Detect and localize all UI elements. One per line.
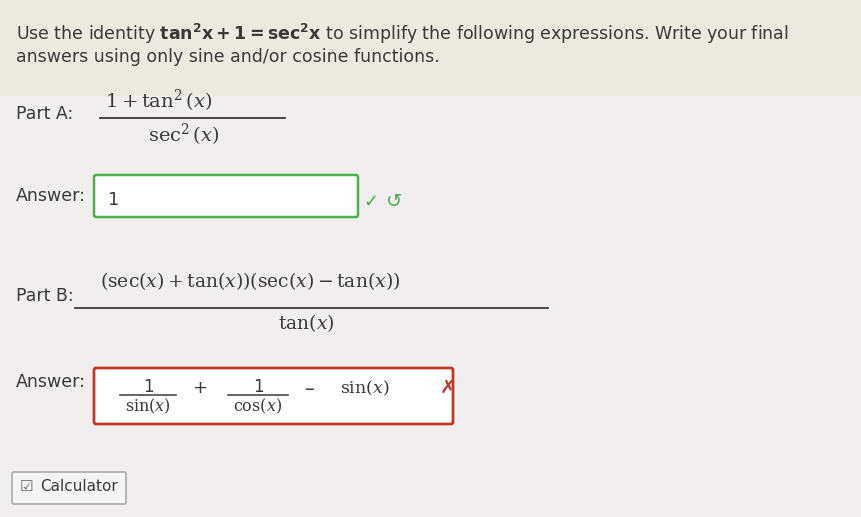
Text: Use the identity $\mathbf{tan}^\mathbf{2}\mathbf{x + 1 = sec}^\mathbf{2}\mathbf{: Use the identity $\mathbf{tan}^\mathbf{2… [16, 22, 788, 46]
Text: Part B:: Part B: [16, 287, 73, 305]
Text: $\sin(x)$: $\sin(x)$ [339, 378, 389, 398]
Text: +: + [192, 379, 208, 397]
Text: $\circlearrowleft$: $\circlearrowleft$ [381, 191, 402, 210]
Bar [0, 0, 861, 95]
Text: answers using only sine and/or cosine functions.: answers using only sine and/or cosine fu… [16, 48, 439, 66]
Text: $\sin(x)$: $\sin(x)$ [125, 397, 170, 416]
Text: $1 + \tan^2(x)$: $1 + \tan^2(x)$ [105, 88, 212, 114]
Text: Calculator: Calculator [40, 479, 118, 494]
Text: Answer:: Answer: [16, 187, 86, 205]
Text: 1: 1 [108, 191, 119, 209]
Text: $\sec^2(x)$: $\sec^2(x)$ [148, 122, 220, 148]
Text: ☑: ☑ [20, 479, 34, 494]
Text: –: – [305, 381, 314, 400]
FancyBboxPatch shape [94, 175, 357, 217]
Text: $\cos(x)$: $\cos(x)$ [233, 397, 282, 416]
FancyBboxPatch shape [94, 368, 453, 424]
Text: ✓: ✓ [362, 193, 378, 211]
Text: Answer:: Answer: [16, 373, 86, 391]
Text: ✗: ✗ [439, 378, 455, 398]
FancyBboxPatch shape [12, 472, 126, 504]
Text: 1: 1 [252, 378, 263, 396]
Text: $(\sec(x) + \tan(x))(\sec(x) - \tan(x))$: $(\sec(x) + \tan(x))(\sec(x) - \tan(x))$ [100, 270, 400, 292]
Text: Part A:: Part A: [16, 105, 73, 123]
Text: $\tan(x)$: $\tan(x)$ [278, 312, 334, 334]
Text: 1: 1 [143, 378, 153, 396]
